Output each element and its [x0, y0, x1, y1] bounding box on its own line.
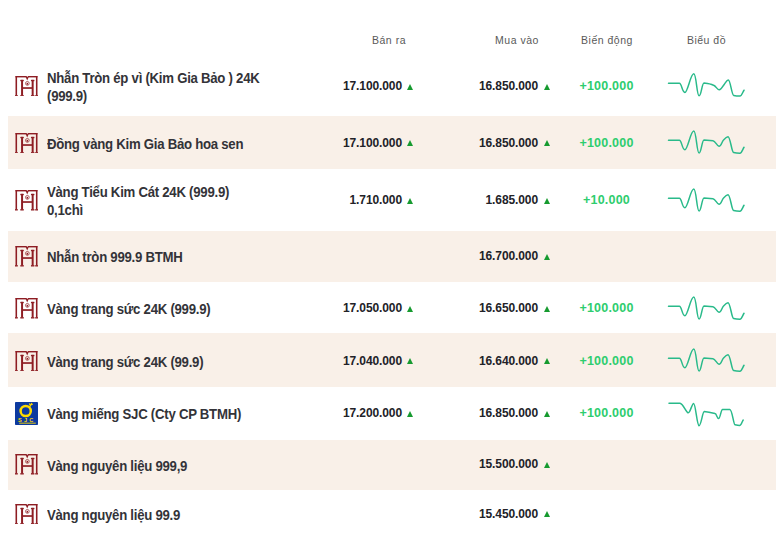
- svg-text:SJC: SJC: [18, 417, 35, 423]
